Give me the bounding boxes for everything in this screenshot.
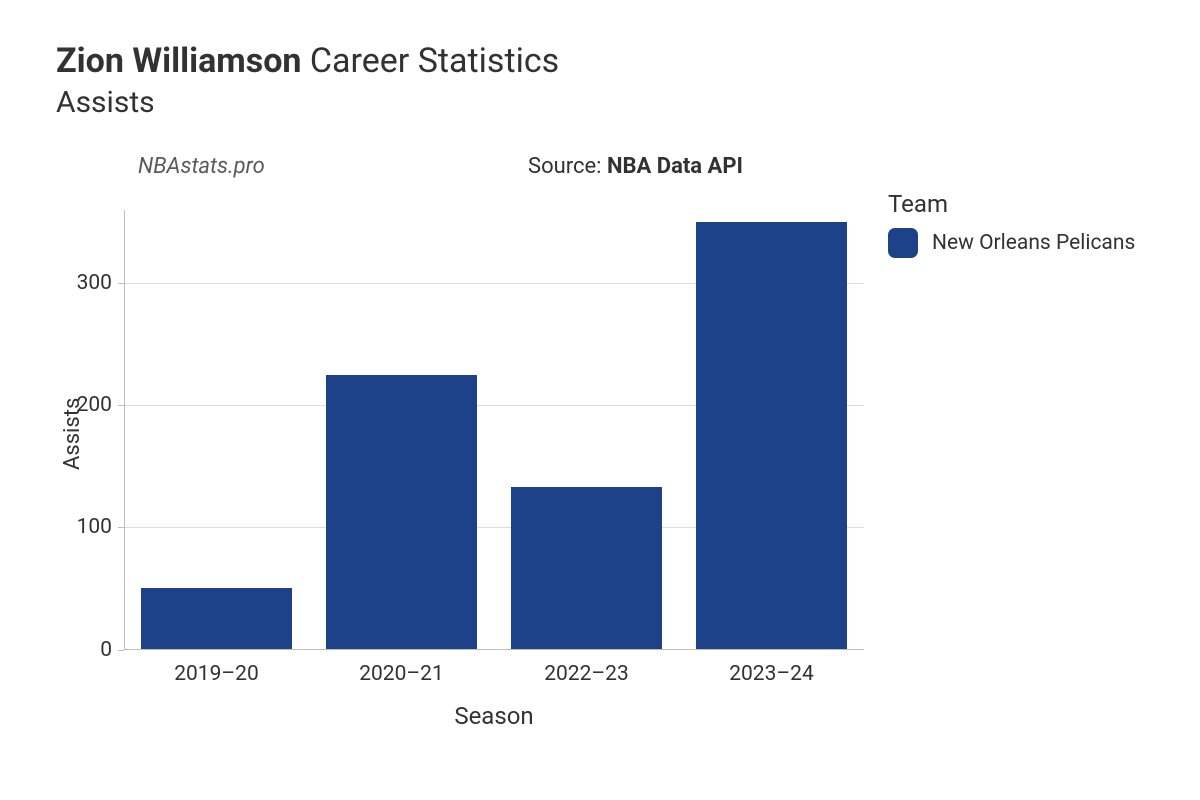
annotation-row: NBAstats.pro Source: NBA Data API	[56, 154, 1160, 182]
y-tick-label: 200	[77, 393, 124, 417]
legend-item: New Orleans Pelicans	[888, 228, 1135, 258]
source-name: NBA Data API	[607, 154, 743, 179]
x-tick-label: 2019–20	[174, 650, 259, 686]
x-axis-title: Season	[124, 702, 864, 730]
legend-swatch	[888, 228, 918, 258]
source-prefix: Source:	[528, 154, 602, 179]
x-tick-label: 2023–24	[729, 650, 814, 686]
chart-container: Zion Williamson Career Statistics Assist…	[0, 0, 1200, 800]
chart-stage: Team New Orleans Pelicans Assists 010020…	[56, 190, 1160, 750]
x-tick-label: 2020–21	[359, 650, 444, 686]
legend-title: Team	[888, 190, 1135, 218]
chart-title: Zion Williamson Career Statistics	[56, 40, 1160, 83]
x-tick-label: 2022–23	[544, 650, 629, 686]
y-tick-mark	[118, 650, 124, 651]
title-suffix: Career Statistics	[310, 41, 559, 81]
site-watermark: NBAstats.pro	[138, 154, 265, 179]
chart-subtitle: Assists	[56, 85, 1160, 120]
y-tick-label: 300	[77, 271, 124, 295]
x-axis-line	[124, 649, 864, 650]
plot-inner: 01002003002019–202020–212022–232023–24	[124, 210, 864, 650]
y-tick-label: 100	[77, 515, 124, 539]
player-name: Zion Williamson	[56, 41, 301, 81]
source-attribution: Source: NBA Data API	[528, 154, 743, 179]
bar	[326, 375, 478, 650]
bar	[141, 588, 293, 649]
legend-item-label: New Orleans Pelicans	[932, 231, 1135, 255]
legend: Team New Orleans Pelicans	[888, 190, 1135, 258]
plot-area: 01002003002019–202020–212022–232023–24	[124, 210, 864, 650]
bar	[696, 222, 848, 650]
bar	[511, 487, 663, 650]
y-axis-line	[124, 210, 125, 650]
